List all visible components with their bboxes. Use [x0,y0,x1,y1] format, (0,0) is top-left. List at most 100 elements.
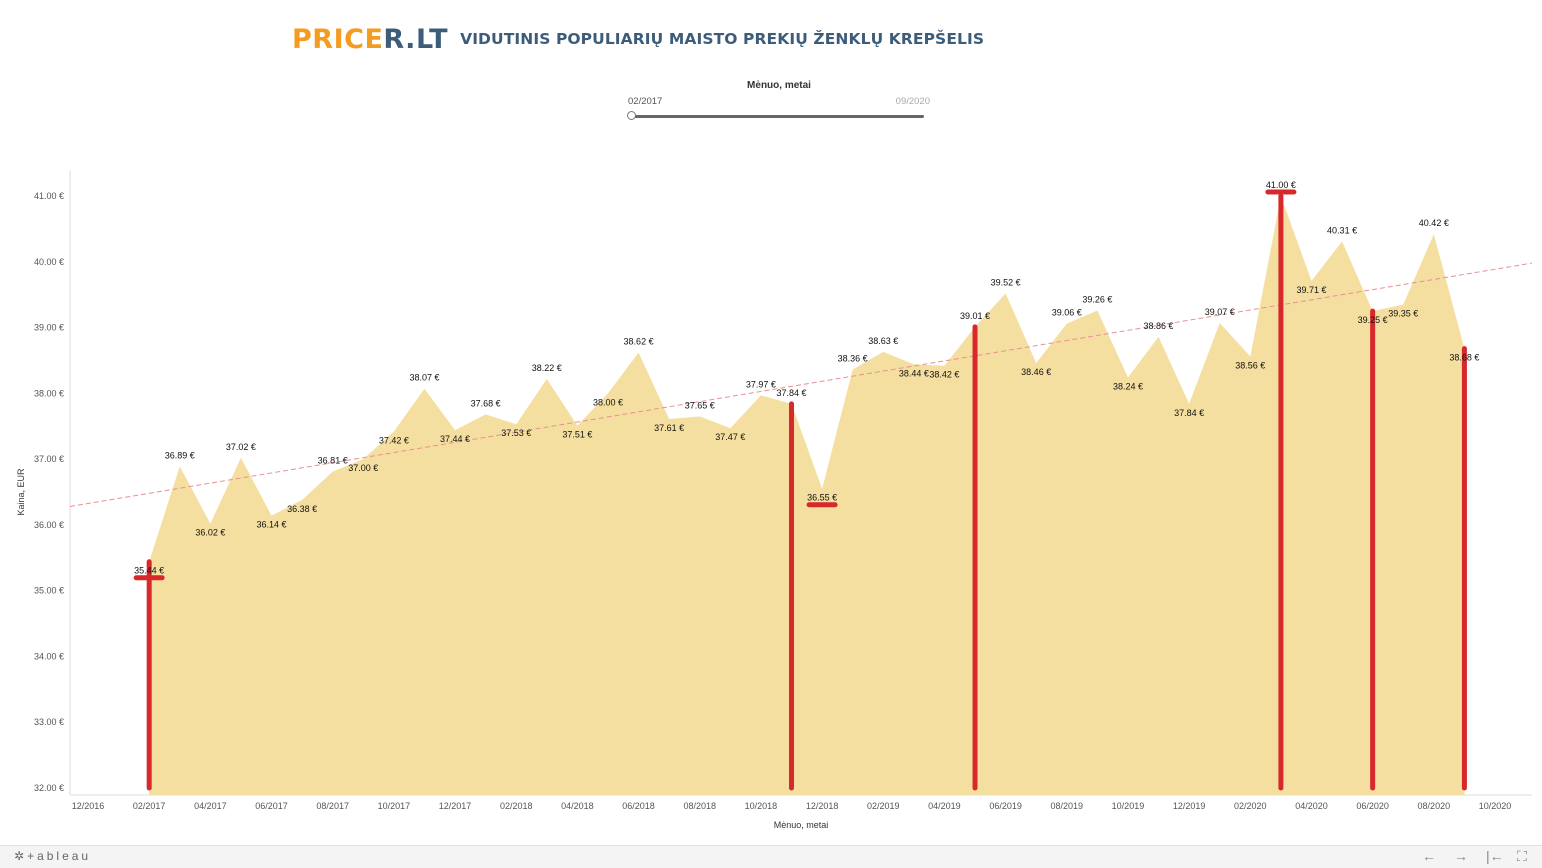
y-axis-title: Kaina, EUR [16,468,26,516]
x-tick-label: 10/2018 [745,801,778,811]
data-label: 37.84 € [776,388,806,398]
price-area[interactable] [149,196,1465,795]
x-tick-label: 12/2017 [439,801,472,811]
x-tick-label: 04/2019 [928,801,961,811]
data-label: 37.84 € [1174,408,1204,418]
data-label: 38.22 € [532,363,562,373]
y-tick-label: 41.00 € [34,191,64,201]
data-label: 37.00 € [348,463,378,473]
x-tick-label: 10/2017 [378,801,411,811]
data-label: 38.63 € [868,336,898,346]
tableau-toolbar: ✲+ableau ← → |← ⛶ [0,845,1542,868]
x-tick-label: 04/2017 [194,801,227,811]
x-tick-label: 06/2019 [989,801,1022,811]
y-tick-label: 37.00 € [34,454,64,464]
tableau-brand: +ableau [27,849,92,863]
y-tick-label: 33.00 € [34,717,64,727]
data-label: 39.06 € [1052,308,1082,318]
fullscreen-icon[interactable]: ⛶ [1517,848,1527,864]
trend-line [69,262,1533,507]
data-label: 39.01 € [960,311,990,321]
x-axis-title: Mėnuo, metai [774,820,829,830]
revert-icon[interactable]: |← [1486,848,1504,864]
data-label: 38.44 € [899,368,929,378]
month-range-filter[interactable]: Mėnuo, metai 02/2017 09/2020 [624,78,934,124]
x-tick-label: 06/2018 [622,801,655,811]
x-tick-label: 06/2020 [1356,801,1389,811]
x-tick-label: 02/2017 [133,801,166,811]
y-tick-label: 34.00 € [34,651,64,661]
data-label: 39.52 € [991,277,1021,287]
data-label: 37.97 € [746,379,776,389]
data-label: 38.86 € [1144,321,1174,331]
x-tick-label: 02/2019 [867,801,900,811]
price-area-chart[interactable]: 32.00 € 33.00 € 34.00 € 35.00 € 36.00 € 37.00… [0,160,1542,840]
logo-part-1: PRICE [292,23,384,55]
data-label: 37.61 € [654,423,684,433]
data-label: 36.81 € [318,456,348,466]
x-tick-label: 08/2018 [683,801,716,811]
data-label: 36.89 € [165,450,195,460]
x-tick-label: 04/2020 [1295,801,1328,811]
y-tick-label: 38.00 € [34,388,64,398]
data-label: 40.31 € [1327,225,1357,235]
x-tick-label: 06/2017 [255,801,288,811]
data-label: 38.42 € [929,370,959,380]
filter-title: Mėnuo, metai [747,80,811,91]
x-tick-label: 12/2016 [72,801,105,811]
x-tick-label: 10/2020 [1479,801,1512,811]
data-label: 36.14 € [257,520,287,530]
y-tick-label: 35.00 € [34,586,64,596]
data-label: 38.07 € [409,373,439,383]
tableau-logo-icon: ✲ [14,849,28,863]
data-label: 36.38 € [287,504,317,514]
x-tick-label: 12/2018 [806,801,839,811]
data-label: 37.42 € [379,435,409,445]
redo-icon[interactable]: → [1454,848,1468,864]
y-tick-label: 40.00 € [34,257,64,267]
data-label: 38.24 € [1113,382,1143,392]
x-tick-label: 08/2020 [1418,801,1451,811]
data-label: 41.00 € [1266,180,1296,190]
x-tick-label: 04/2018 [561,801,594,811]
data-label: 37.68 € [471,398,501,408]
x-tick-label: 12/2019 [1173,801,1206,811]
data-label: 39.71 € [1296,285,1326,295]
data-label: 38.00 € [593,397,623,407]
y-tick-label: 32.00 € [34,783,64,793]
x-tick-label: 02/2020 [1234,801,1267,811]
data-label: 38.62 € [624,337,654,347]
x-tick-label: 10/2019 [1112,801,1145,811]
x-tick-label: 08/2017 [316,801,349,811]
data-label: 38.46 € [1021,367,1051,377]
data-label: 35.44 € [134,566,164,576]
range-slider-handle[interactable] [627,111,636,120]
data-label: 37.02 € [226,442,256,452]
filter-max-label: 09/2020 [895,96,930,107]
y-tick-label: 36.00 € [34,520,64,530]
data-label: 40.42 € [1419,218,1449,228]
dashboard-title: VIDUTINIS POPULIARIŲ MAISTO PREKIŲ ŽENKL… [460,30,985,48]
logo-part-2: R.LT [383,23,449,55]
data-label: 36.02 € [195,528,225,538]
y-tick-label: 39.00 € [34,323,64,333]
tableau-logo[interactable]: ✲+ableau [14,849,91,863]
data-label: 38.68 € [1449,353,1479,363]
undo-icon[interactable]: ← [1422,848,1436,864]
pricer-logo[interactable]: PRICER.LT [292,26,448,53]
data-label: 39.07 € [1205,307,1235,317]
data-label: 37.44 € [440,434,470,444]
data-label: 38.56 € [1235,360,1265,370]
data-label: 37.51 € [562,430,592,440]
data-label: 37.65 € [685,400,715,410]
dashboard-header: PRICER.LT VIDUTINIS POPULIARIŲ MAISTO PR… [292,22,984,56]
x-tick-label: 02/2018 [500,801,533,811]
x-tick-label: 08/2019 [1051,801,1084,811]
data-label: 39.26 € [1082,294,1112,304]
filter-min-label: 02/2017 [628,96,663,107]
range-slider-track[interactable] [632,115,924,118]
data-label: 39.35 € [1388,309,1418,319]
data-label: 38.36 € [838,354,868,364]
data-label: 36.55 € [807,493,837,503]
data-label: 37.47 € [715,432,745,442]
